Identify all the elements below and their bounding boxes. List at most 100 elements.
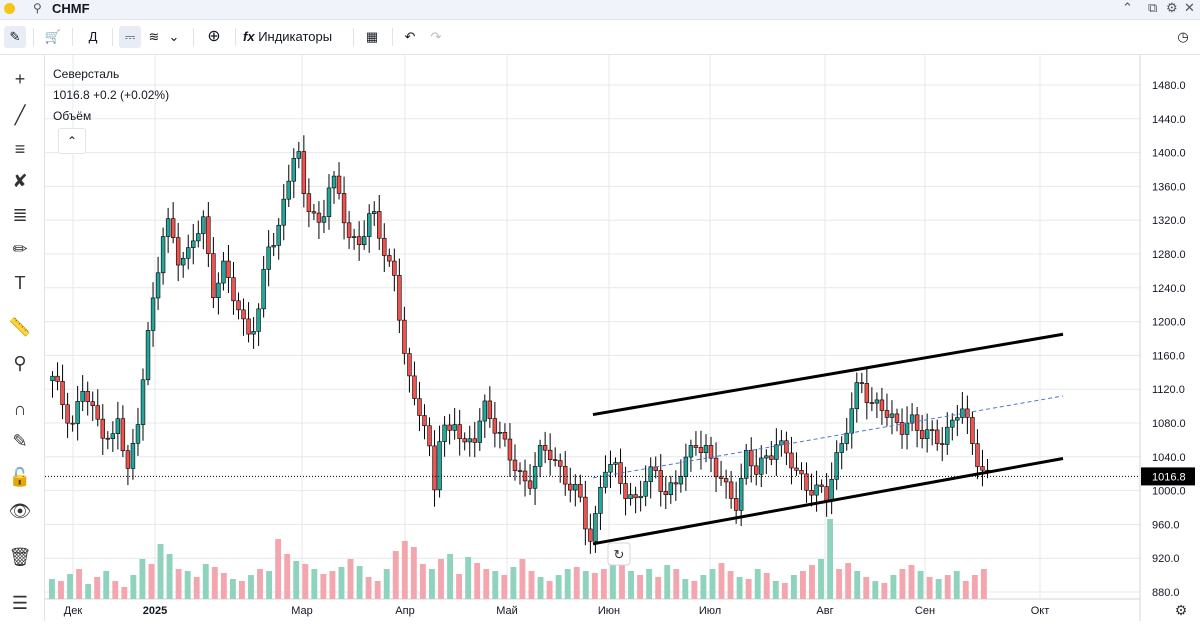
candle-down [236,300,241,311]
volume-bar [609,565,616,599]
y-tick-label: 1000.0 [1152,486,1186,498]
symbol-search-input[interactable]: CHMF [52,1,90,16]
candle-down [336,175,342,194]
candles-icon[interactable]: ⎓ [119,26,141,48]
y-tick-label: 1360.0 [1152,181,1186,193]
candle-down [341,193,347,224]
candle-up [351,236,357,238]
area-chart-icon[interactable]: ≋ [148,29,160,44]
candle-down [507,438,513,461]
eye-icon[interactable]: 👁 [8,501,32,521]
candle-down [512,459,518,471]
volume-bar [600,569,607,599]
pattern-icon[interactable]: ✘ [12,171,28,191]
candle-up [844,432,849,444]
gear-icon[interactable]: ⚙ [1166,0,1178,15]
candle-down [663,491,668,496]
candle-down [85,390,90,403]
volume-bar [320,574,327,599]
compare-add-icon[interactable]: ⊕ [207,28,221,45]
candle-down [382,237,387,256]
layers-icon[interactable]: ☰ [11,593,29,613]
price-chart[interactable]: 1480.0 1440.0 1400.0 1360.0 1320.0 1280.0 1240… [45,55,1200,621]
candle-down [728,481,734,499]
y-tick-label: 1040.0 [1152,452,1186,464]
candle-up [442,424,447,442]
volume-bar [917,571,924,599]
y-tick-label: 1280.0 [1152,249,1186,261]
candle-down [65,404,70,424]
lock-pencil-icon[interactable]: ✎ [12,431,28,451]
volume-bar [175,569,182,599]
volume-bar [772,581,779,599]
candle-up [759,457,764,475]
last-price-label: 1016.8 [1152,471,1186,483]
candle-down [799,470,804,475]
camera-icon[interactable]: ◷ [1177,29,1189,44]
trash-icon[interactable]: 🗑 [8,547,32,567]
candle-up [361,236,367,245]
candle-up [703,445,709,454]
volume-bar [628,571,634,599]
fib-levels-icon[interactable]: ≣ [12,205,28,225]
interval-button[interactable]: Д [88,29,98,44]
popout-icon[interactable]: ⧉ [1148,0,1158,15]
candle-down [175,237,181,266]
candle-down [412,375,417,399]
text-tool-icon[interactable]: T [14,273,26,293]
candle-up [180,257,186,266]
indicators-button[interactable]: fx Индикаторы [243,26,343,48]
trend-line-icon[interactable]: ╱ [14,105,26,125]
volume-bar [619,559,625,599]
candle-down [377,211,382,239]
layouts-grid-icon[interactable]: ▦ [365,29,379,44]
crosshair-icon[interactable]: + [14,69,26,89]
candle-down [633,494,638,499]
candle-down [914,414,920,431]
candle-up [477,420,482,443]
volume-bar [709,569,716,599]
candle-down [90,401,95,406]
volume-bar [365,577,372,599]
volume-bar [302,564,309,599]
candle-up [834,452,839,480]
magnet-icon[interactable]: ∩ [13,399,27,419]
volume-bar [736,577,743,599]
candle-down [487,400,493,419]
volume-bar [908,565,915,599]
horizontal-lines-icon[interactable]: ≡ [14,139,26,159]
ruler-icon[interactable]: 📏 [8,317,32,337]
candle-up [331,175,337,189]
undo-icon[interactable]: ↶ [404,29,416,44]
close-icon[interactable]: ✕ [1184,0,1195,15]
candle-up [849,408,854,434]
chart-toolbar: ✎ 🛒 Д ⎓ ≋ ⌄ ⊕ fx Индикаторы ▦ ↶ ↷ ◷ [0,20,1200,55]
volume-bar [338,567,345,599]
zoom-icon[interactable]: ⚲ [13,353,27,373]
candle-down [623,483,628,499]
candle-down [894,413,900,423]
chevron-down-icon[interactable]: ⌄ [168,29,180,44]
unlock-icon[interactable]: 🔓 [8,467,32,487]
redo-icon[interactable]: ↷ [430,29,442,44]
chevron-up-icon[interactable]: ⌃ [1122,0,1133,15]
window-dot-icon [4,3,15,14]
cart-icon[interactable]: 🛒 [44,29,62,44]
pencil-icon[interactable]: ✎ [4,26,26,48]
quote-line: 1016.8 +0.2 (+0.02%) [53,88,170,102]
x-tick-label: Июл [699,605,721,617]
candle-down [824,486,829,502]
candle-down [427,425,432,447]
brush-icon[interactable]: ✏ [12,239,28,259]
candle-down [578,484,583,498]
volume-bar [655,577,662,599]
candle-down [226,260,231,278]
search-icon[interactable]: ⚲ [33,1,42,15]
candle-down [100,418,105,439]
collapse-legend-button[interactable]: ⌃ [58,128,86,154]
y-tick-label: 1200.0 [1152,317,1186,329]
candle-down [502,431,508,440]
volume-bar [809,565,815,599]
candle-up [221,260,226,284]
chart-area[interactable]: 1480.0 1440.0 1400.0 1360.0 1320.0 1280.0 1240… [45,55,1200,621]
